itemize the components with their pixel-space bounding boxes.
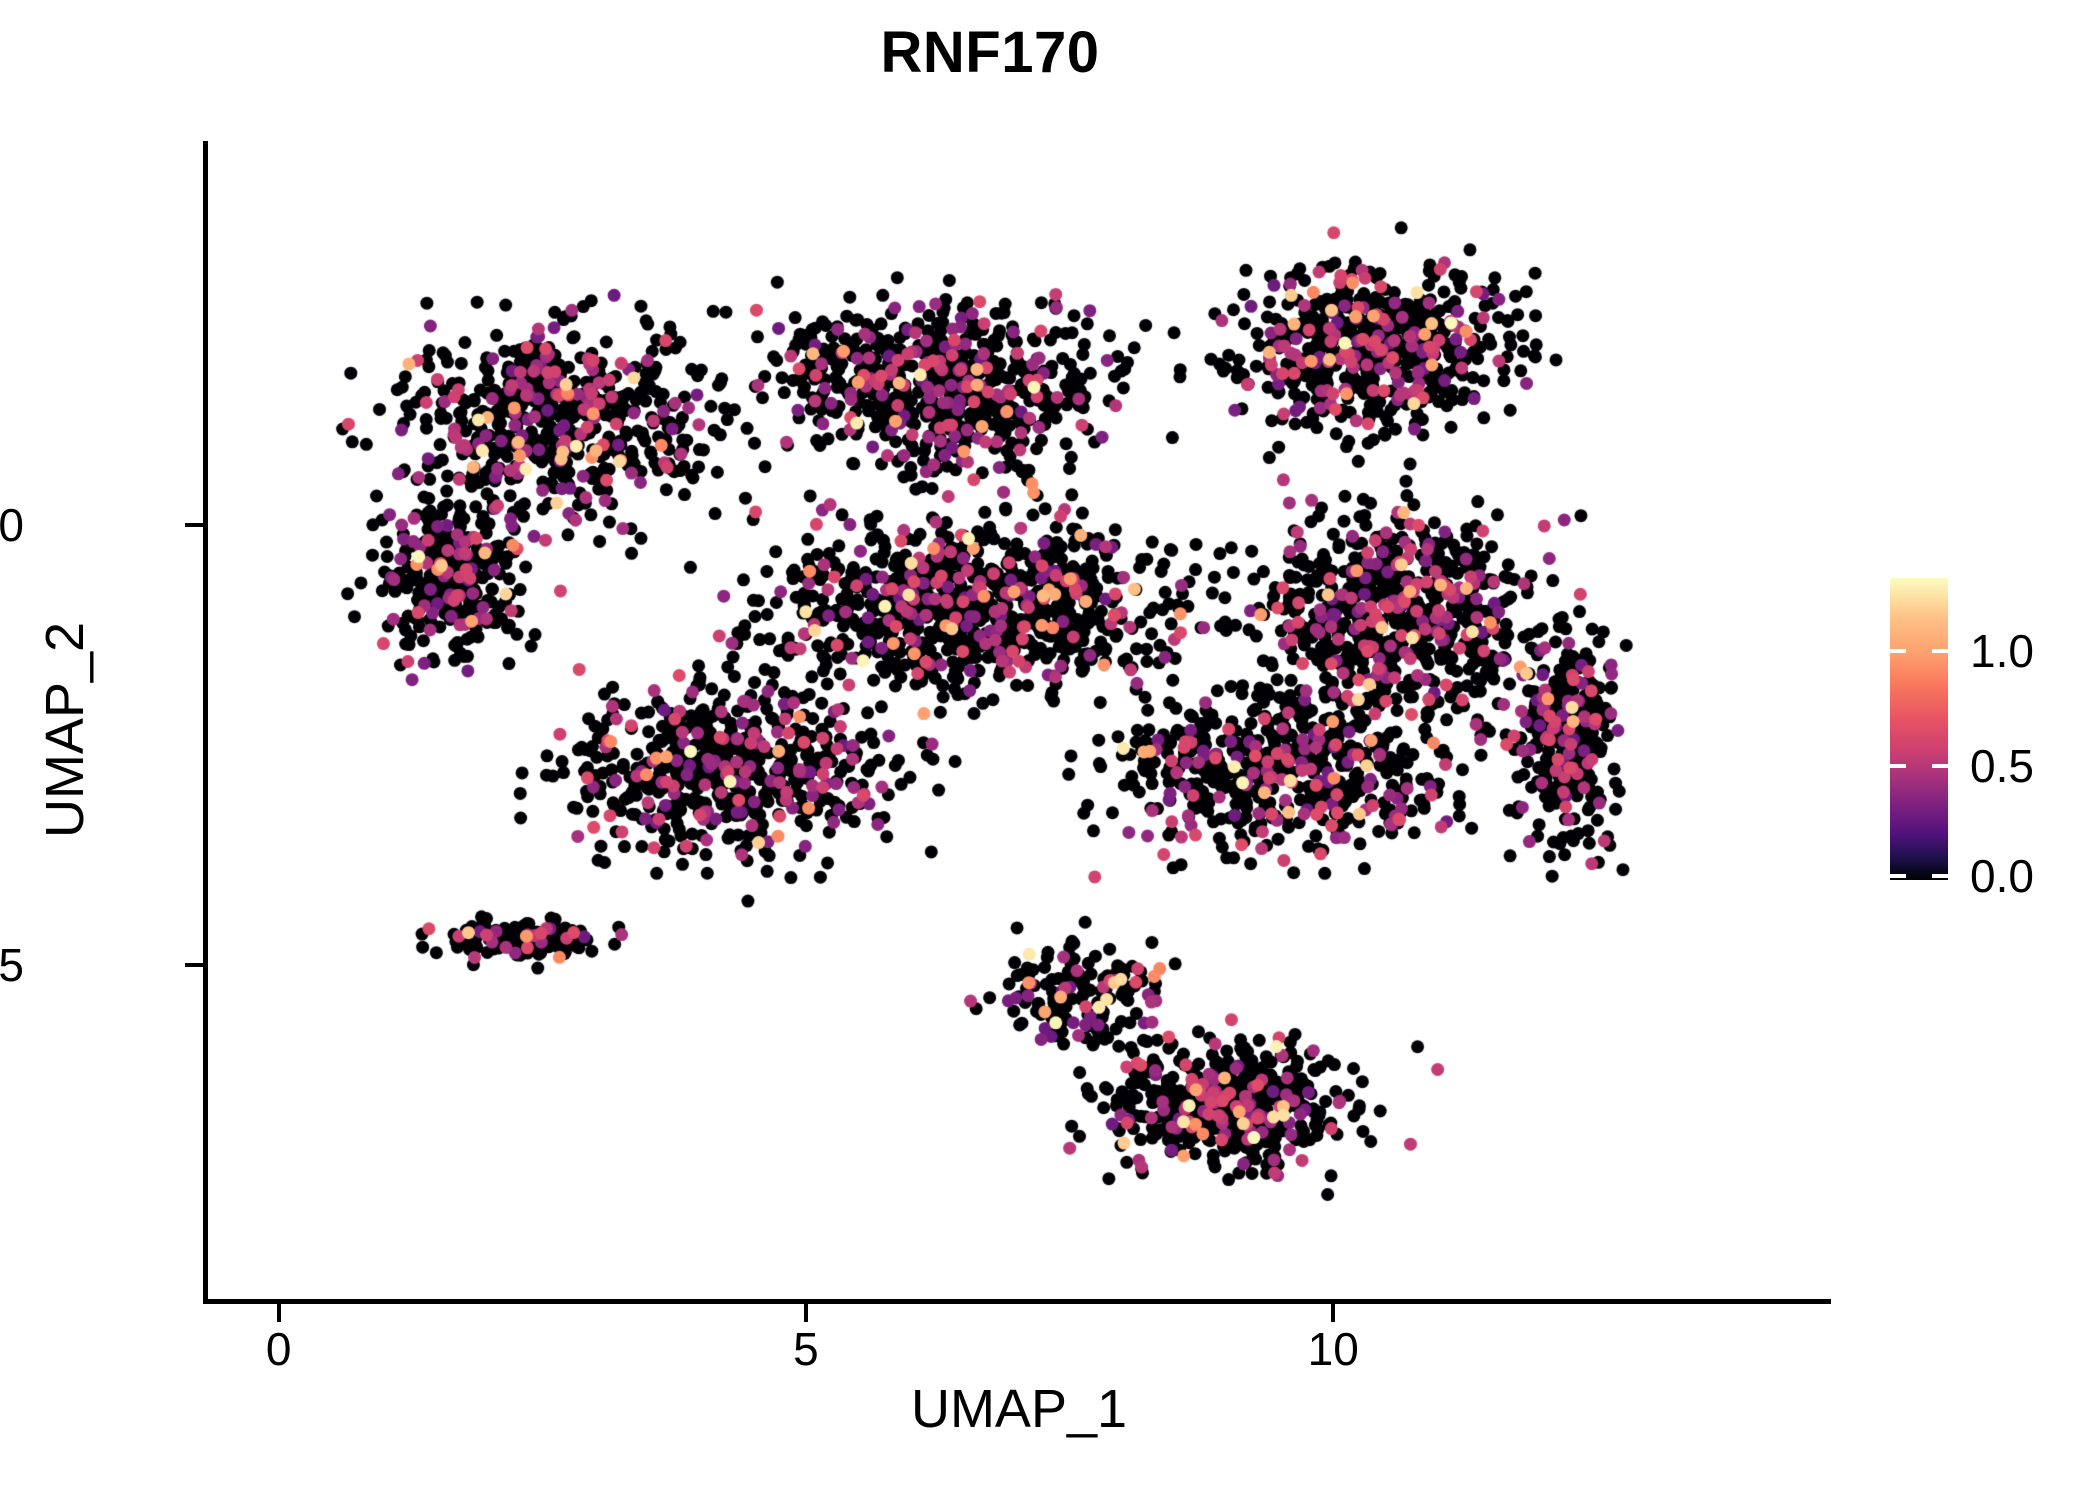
- x-tick-label-0: 0: [265, 1323, 292, 1375]
- y-tick-label-10: 10: [0, 499, 24, 552]
- colorbar-tick-0.0: [1932, 874, 1948, 878]
- x-axis-line: [203, 1299, 1831, 1304]
- colorbar-tick-0.5: [1932, 763, 1948, 768]
- page-title: RNF170: [880, 20, 1100, 85]
- colorbar-label-1.0: 1.0: [1970, 625, 2034, 678]
- y-tick-mark-5: [185, 963, 203, 968]
- colorbar-gradient: [1890, 578, 1948, 880]
- colorbar-gradient-fill: [1890, 578, 1948, 880]
- colorbar-tick-1.0: [1890, 649, 1906, 654]
- colorbar-tick-0.0: [1890, 874, 1906, 878]
- scatter-plot-panel[interactable]: [207, 141, 1831, 1301]
- x-tick-mark-5: [803, 1304, 808, 1322]
- colorbar-legend[interactable]: 1.0 0.5 0.0: [1890, 578, 2034, 899]
- x-axis-title: UMAP_1: [910, 1379, 1128, 1439]
- x-tick-mark-10: [1331, 1304, 1336, 1322]
- scatter-points-canvas[interactable]: [207, 141, 1831, 1301]
- x-tick-label-10: 10: [1307, 1323, 1359, 1375]
- colorbar-tick-0.5: [1890, 763, 1906, 768]
- colorbar-label-0.0: 0.0: [1970, 850, 2034, 902]
- colorbar-tick-1.0: [1932, 649, 1948, 654]
- y-tick-label-5: 5: [0, 939, 24, 992]
- y-axis-line: [203, 141, 208, 1304]
- x-tick-mark-0: [276, 1304, 281, 1322]
- colorbar-label-0.5: 0.5: [1970, 739, 2034, 792]
- y-tick-mark-10: [185, 523, 203, 528]
- x-tick-label-5: 5: [793, 1323, 819, 1375]
- y-axis-title: UMAP_2: [35, 621, 95, 839]
